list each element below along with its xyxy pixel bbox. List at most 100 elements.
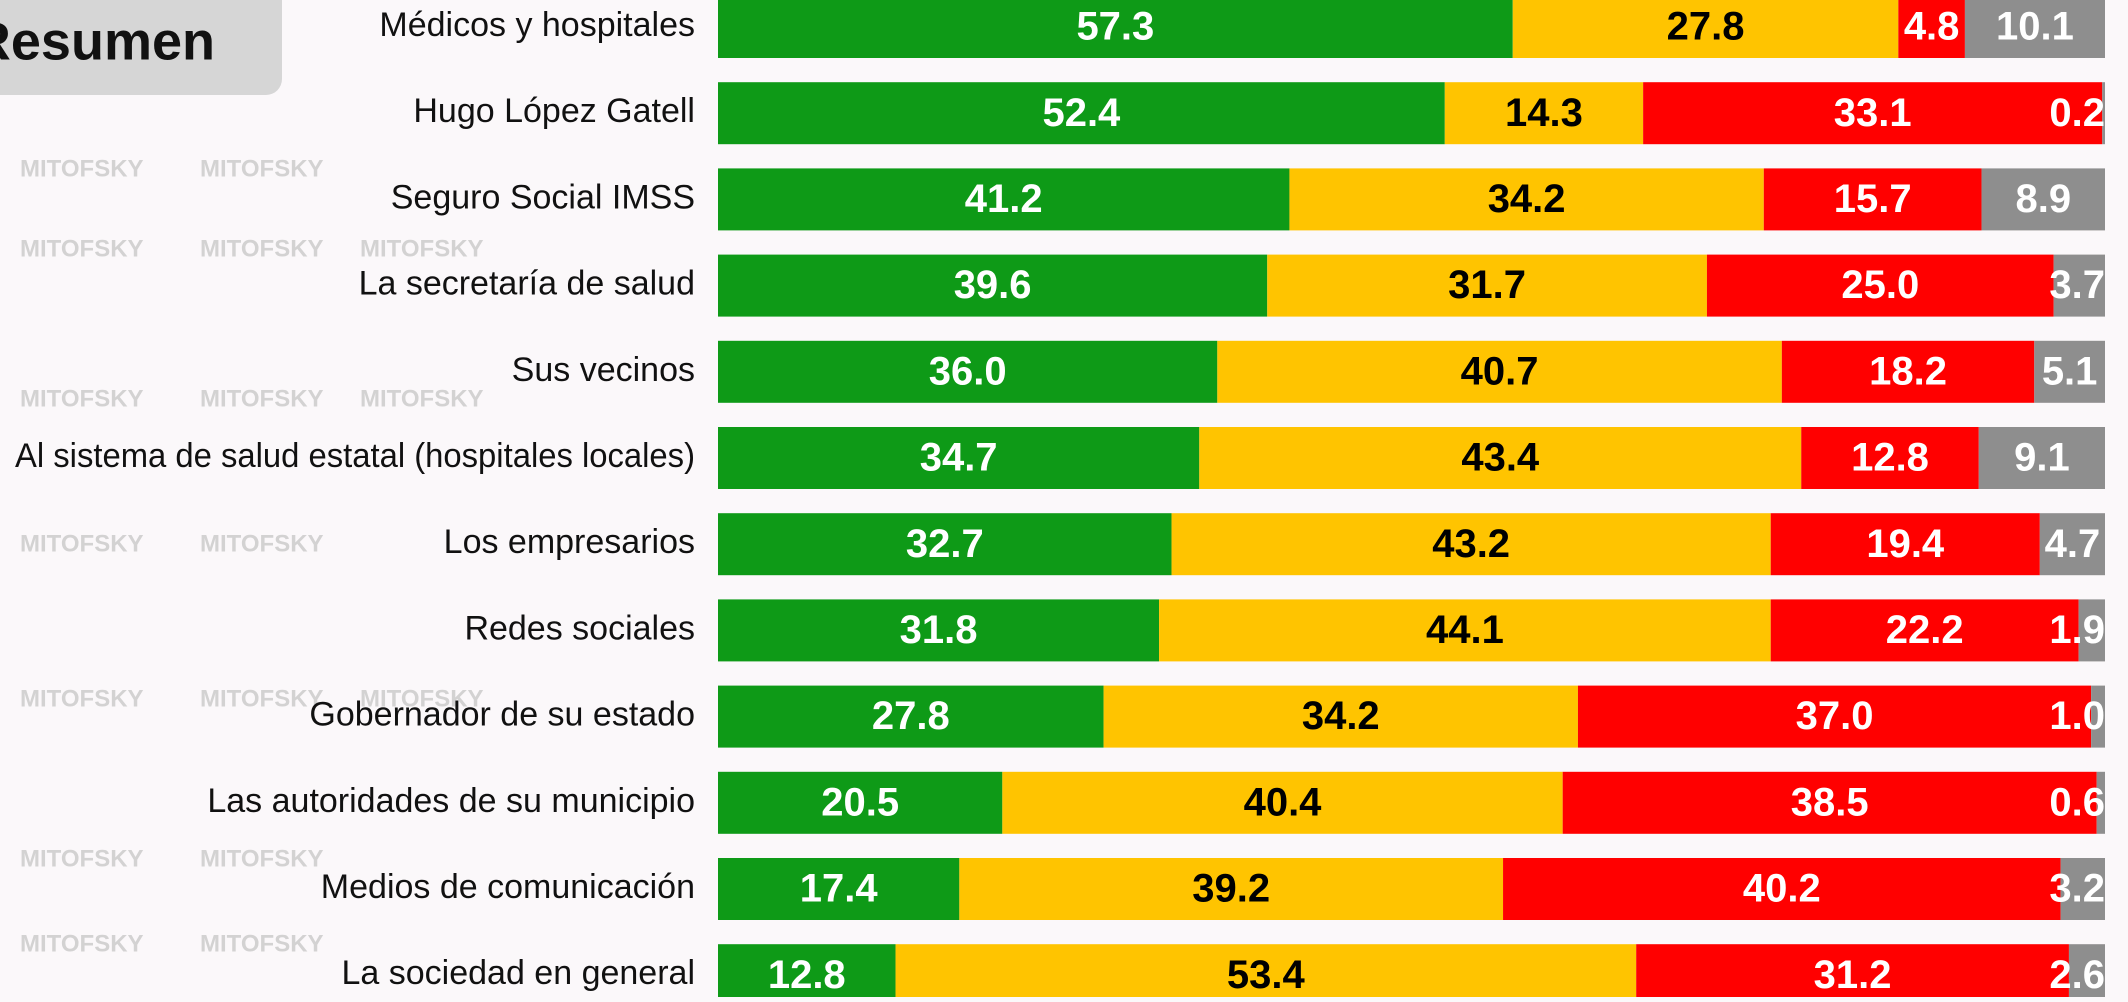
value-label: 37.0 bbox=[1796, 694, 1874, 738]
watermark: MITOFSKY bbox=[200, 845, 324, 872]
value-label: 1.0 bbox=[2049, 694, 2105, 738]
category-label: La sociedad en general bbox=[342, 954, 696, 992]
bar-segment bbox=[1159, 599, 1771, 662]
bar-segment bbox=[718, 254, 1268, 317]
bar-segment bbox=[1781, 340, 2035, 403]
value-label: 32.7 bbox=[906, 522, 984, 566]
bar-segment bbox=[1636, 944, 2069, 1002]
value-label: 25.0 bbox=[1841, 263, 1919, 307]
watermark: MITOFSKY bbox=[20, 930, 144, 957]
bar-segment bbox=[1770, 599, 2079, 662]
bar-segment bbox=[718, 944, 896, 1002]
watermark: MITOFSKY bbox=[200, 385, 324, 412]
category-label: Gobernador de su estado bbox=[309, 696, 695, 734]
category-label: Sus vecinos bbox=[512, 351, 695, 389]
value-label: 22.2 bbox=[1886, 608, 1964, 652]
value-label: 43.4 bbox=[1461, 436, 1540, 480]
watermark: MITOFSKY bbox=[20, 155, 144, 182]
bar-segment bbox=[718, 858, 960, 920]
bar-segment bbox=[1289, 168, 1764, 231]
watermark: MITOFSKY bbox=[20, 235, 144, 262]
value-label: 9.1 bbox=[2014, 436, 2070, 480]
value-label: 10.1 bbox=[1996, 5, 2074, 49]
bar-segment bbox=[718, 685, 1104, 748]
bar-segment bbox=[1512, 0, 1899, 58]
bar-segment bbox=[718, 82, 1445, 145]
bar-segment bbox=[1103, 685, 1578, 748]
value-label: 0.2 bbox=[2049, 91, 2105, 135]
value-label: 44.1 bbox=[1426, 608, 1504, 652]
value-label: 14.3 bbox=[1505, 91, 1583, 135]
bar-segment bbox=[1964, 0, 2105, 58]
value-label: 4.8 bbox=[1904, 5, 1960, 49]
bar-segment bbox=[1199, 427, 1802, 489]
value-label: 34.2 bbox=[1302, 694, 1380, 738]
value-label: 27.8 bbox=[872, 694, 950, 738]
value-label: 34.7 bbox=[920, 436, 998, 480]
category-label: Redes sociales bbox=[464, 609, 695, 647]
title-box bbox=[0, 0, 282, 95]
value-label: 57.3 bbox=[1076, 5, 1154, 49]
bar-segment bbox=[1562, 771, 2097, 834]
value-label: 27.8 bbox=[1667, 5, 1745, 49]
value-label: 2.6 bbox=[2049, 953, 2105, 997]
category-label: Medios de comunicación bbox=[321, 868, 695, 906]
value-label: 31.8 bbox=[900, 608, 978, 652]
value-label: 8.9 bbox=[2015, 177, 2071, 221]
value-label: 12.8 bbox=[768, 953, 846, 997]
value-label: 20.5 bbox=[821, 780, 899, 824]
bar-segment bbox=[1801, 427, 1979, 489]
value-label: 3.7 bbox=[2049, 263, 2105, 307]
value-label: 17.4 bbox=[800, 867, 879, 911]
value-label: 34.2 bbox=[1488, 177, 1566, 221]
bar-segment bbox=[718, 771, 1003, 834]
bar-segment bbox=[718, 0, 1513, 58]
value-label: 1.9 bbox=[2049, 608, 2105, 652]
watermark: MITOFSKY bbox=[20, 530, 144, 557]
value-label: 3.2 bbox=[2049, 867, 2105, 911]
watermark: MITOFSKY bbox=[20, 845, 144, 872]
bar-segment bbox=[2078, 599, 2105, 662]
bar-segment bbox=[1898, 0, 1965, 58]
watermark: MITOFSKY bbox=[360, 685, 484, 712]
category-label: Las autoridades de su municipio bbox=[207, 782, 695, 820]
bar-segment bbox=[1978, 427, 2105, 489]
value-label: 33.1 bbox=[1834, 91, 1912, 135]
watermark: MITOFSKY bbox=[200, 530, 324, 557]
value-label: 40.7 bbox=[1461, 349, 1539, 393]
bar-segment bbox=[1770, 513, 2040, 576]
value-label: 39.2 bbox=[1192, 867, 1270, 911]
value-label: 36.0 bbox=[929, 349, 1007, 393]
watermark: MITOFSKY bbox=[20, 385, 144, 412]
bar-segment bbox=[718, 168, 1290, 231]
value-label: 18.2 bbox=[1869, 349, 1947, 393]
category-label: Los empresarios bbox=[444, 523, 695, 561]
value-label: 0.6 bbox=[2049, 780, 2105, 824]
bar-segment bbox=[1002, 771, 1563, 834]
value-label: 5.1 bbox=[2042, 349, 2098, 393]
bar-segment bbox=[895, 944, 1637, 1002]
bar-segment bbox=[2096, 771, 2105, 834]
bar-segment bbox=[2039, 513, 2105, 576]
watermark: MITOFSKY bbox=[200, 235, 324, 262]
bar-segment bbox=[2053, 254, 2105, 317]
value-label: 52.4 bbox=[1042, 91, 1121, 135]
chart-title: Resumen bbox=[0, 11, 215, 71]
bar-segment bbox=[718, 599, 1160, 662]
bar-segment bbox=[959, 858, 1504, 920]
watermark: MITOFSKY bbox=[20, 685, 144, 712]
bar-segment bbox=[2102, 82, 2105, 145]
bar-segment bbox=[2034, 340, 2105, 403]
bar-segment bbox=[1981, 168, 2105, 231]
bar-segment bbox=[2068, 944, 2105, 1002]
value-label: 4.7 bbox=[2045, 522, 2101, 566]
category-label: Médicos y hospitales bbox=[379, 6, 695, 44]
value-label: 41.2 bbox=[965, 177, 1043, 221]
bar-segment bbox=[1643, 82, 2103, 145]
value-label: 15.7 bbox=[1834, 177, 1912, 221]
watermark: MITOFSKY bbox=[360, 235, 484, 262]
category-label: La secretaría de salud bbox=[359, 265, 695, 303]
watermark: MITOFSKY bbox=[360, 385, 484, 412]
category-label: Seguro Social IMSS bbox=[391, 178, 695, 216]
